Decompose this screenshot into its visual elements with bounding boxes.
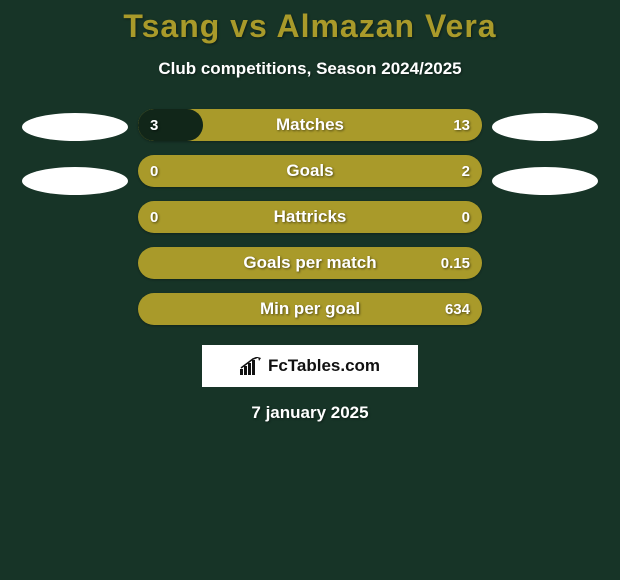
- player-badge-oval: [22, 167, 128, 195]
- player-badge-oval: [22, 113, 128, 141]
- stat-right-value: 13: [441, 109, 482, 141]
- stat-label: Matches: [138, 109, 482, 141]
- brand-logo: FcTables.com: [202, 345, 418, 387]
- stat-right-value: 0.15: [429, 247, 482, 279]
- stat-bar: 0Goals2: [138, 155, 482, 187]
- player-badge-oval: [492, 167, 598, 195]
- chart-wrap: 3Matches130Goals20Hattricks0Goals per ma…: [10, 109, 610, 339]
- brand-logo-text: FcTables.com: [268, 356, 380, 376]
- stat-label: Min per goal: [138, 293, 482, 325]
- stat-right-value: 2: [450, 155, 482, 187]
- left-player-badges: [18, 109, 138, 221]
- date-label: 7 january 2025: [251, 403, 368, 423]
- chart-icon: [240, 357, 262, 375]
- comparison-card: Tsang vs Almazan Vera Club competitions,…: [0, 0, 620, 580]
- stat-bar: Min per goal634: [138, 293, 482, 325]
- stat-bars: 3Matches130Goals20Hattricks0Goals per ma…: [138, 109, 482, 339]
- player-badge-oval: [492, 113, 598, 141]
- stat-label: Goals: [138, 155, 482, 187]
- stat-label: Hattricks: [138, 201, 482, 233]
- page-title: Tsang vs Almazan Vera: [123, 8, 496, 45]
- stat-bar: 3Matches13: [138, 109, 482, 141]
- stat-right-value: 634: [433, 293, 482, 325]
- page-subtitle: Club competitions, Season 2024/2025: [158, 59, 461, 79]
- stat-right-value: 0: [450, 201, 482, 233]
- stat-bar: 0Hattricks0: [138, 201, 482, 233]
- right-player-badges: [482, 109, 602, 221]
- stat-bar: Goals per match0.15: [138, 247, 482, 279]
